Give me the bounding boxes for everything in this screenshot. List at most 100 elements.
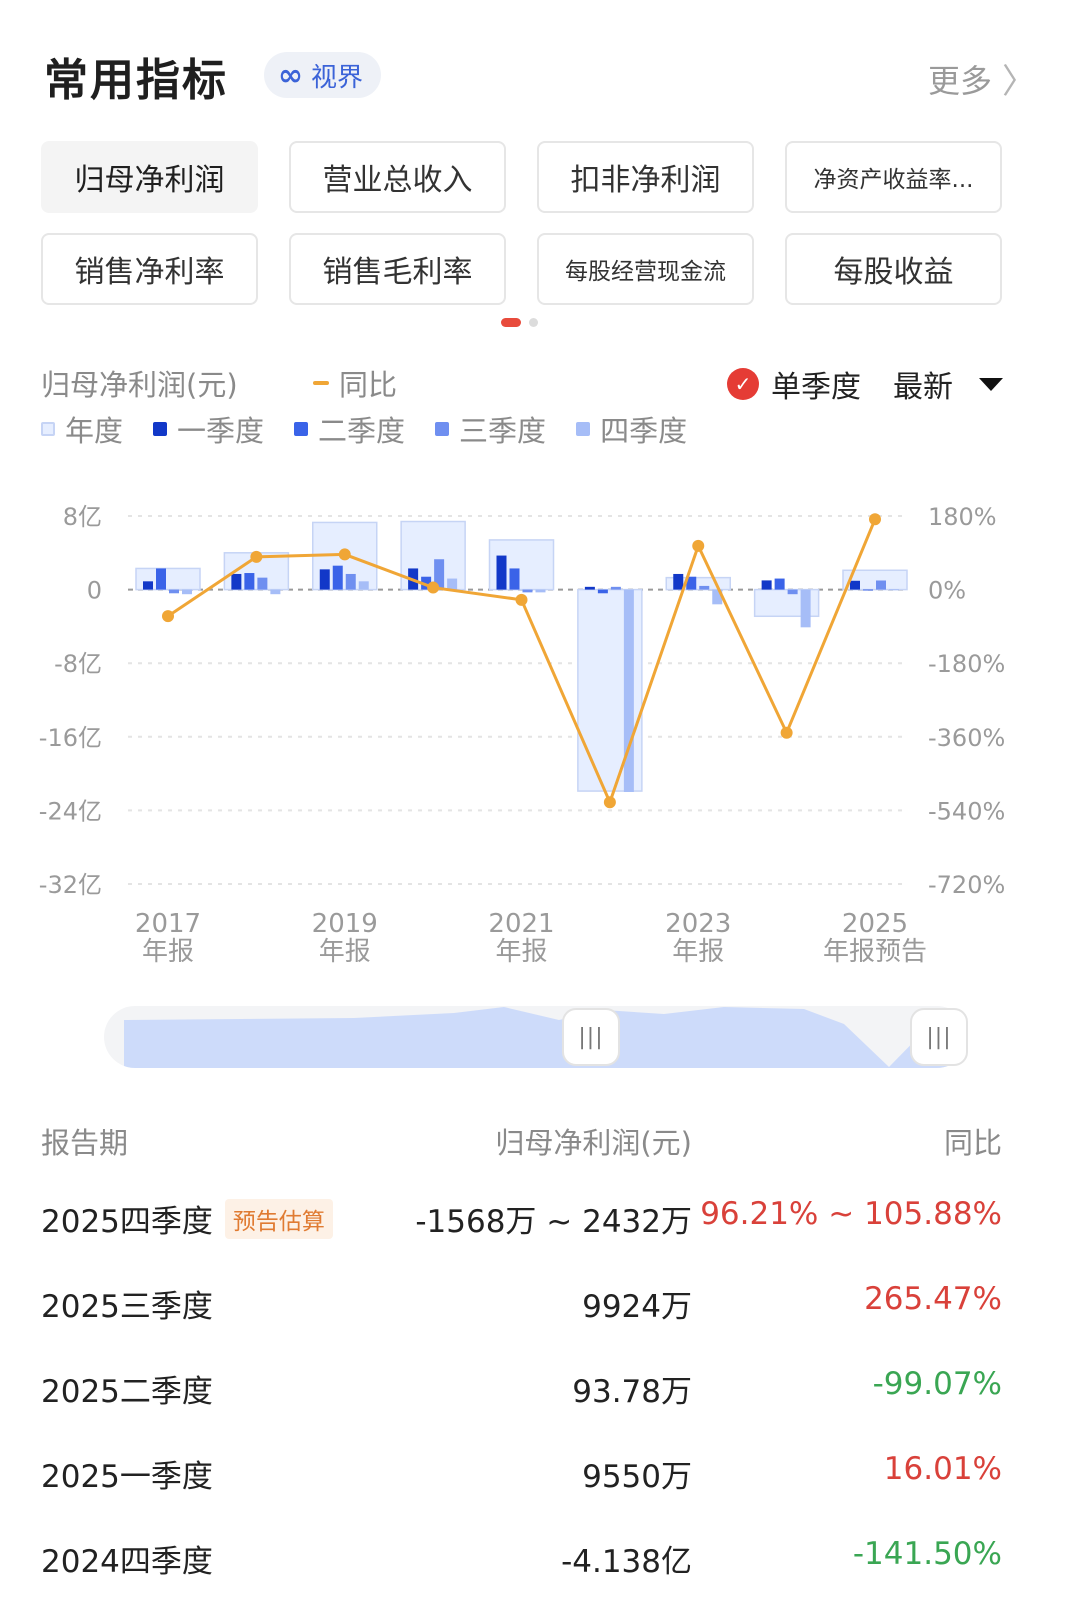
right-axis-tick-label: -720%	[928, 871, 1005, 899]
quarter-bar	[787, 589, 798, 595]
forecast-tag: 预告估算	[224, 1198, 333, 1239]
header-value: 归母净利润(元)	[495, 1126, 692, 1160]
table-row[interactable]: 2025三季度 9924万 265.47%	[41, 1255, 1002, 1340]
net-profit-chart[interactable]: 8亿 180% 0 0% -8亿 -180% -16亿 -360% -24亿 -540% -32亿 -…	[0, 490, 1080, 980]
quarter-bar	[319, 569, 330, 590]
metric-button-gross-margin[interactable]: 销售毛利率	[289, 233, 506, 305]
yoy-point	[692, 539, 705, 552]
quarter-bar	[535, 589, 546, 593]
yoy-point	[869, 513, 881, 526]
legend-swatch	[435, 422, 450, 436]
yoy-point	[603, 796, 616, 809]
metric-button-revenue[interactable]: 营业总收入	[289, 141, 506, 213]
row-yoy: 265.47%	[864, 1281, 1002, 1317]
quarter-bar	[623, 589, 634, 792]
range-slider[interactable]	[104, 1006, 968, 1068]
x-axis-tick-sublabel: 年报	[495, 937, 547, 967]
chart-controls: 归母净利润(元) 同比 ✓ 单季度 最新	[41, 362, 1006, 406]
row-period: 2025四季度 预告估算	[41, 1196, 333, 1241]
report-table: 报告期 归母净利润(元) 同比 2025四季度 预告估算 -1568万 ~ 243…	[41, 1110, 1002, 1595]
quarter-bar	[156, 568, 166, 590]
quarter-bar	[345, 573, 356, 590]
legend-item-q1[interactable]: 一季度	[153, 408, 264, 450]
legend-swatch	[576, 422, 591, 436]
more-link[interactable]: 更多 〉	[928, 54, 1036, 103]
table-row[interactable]: 2024四季度 -4.138亿 -141.50%	[41, 1510, 1002, 1595]
legend-item-q3[interactable]: 三季度	[435, 408, 546, 450]
metric-button-net-profit[interactable]: 归母净利润	[41, 141, 258, 213]
annual-bar	[665, 576, 731, 591]
quarter-bar	[244, 573, 255, 590]
x-axis-tick-label: 2023	[665, 909, 731, 939]
chart-legend: 年度 一季度 二季度 三季度 四季度	[41, 408, 687, 450]
right-axis-tick-label: 0%	[928, 577, 966, 605]
quarter-bar	[699, 585, 710, 590]
left-axis-tick-label: 8亿	[63, 503, 102, 531]
section-header: 常用指标 ∞ 视界 更多 〉	[44, 40, 1036, 110]
view-button[interactable]: ∞ 视界	[264, 52, 382, 98]
quarter-bar	[231, 573, 242, 590]
quarter-bar	[169, 589, 179, 594]
single-quarter-toggle[interactable]: ✓ 单季度	[727, 362, 861, 406]
legend-label: 一季度	[177, 414, 265, 448]
row-period: 2025二季度	[41, 1366, 213, 1411]
table-row[interactable]: 2025二季度 93.78万 -99.07%	[41, 1340, 1002, 1425]
row-value: -1568万 ~ 2432万	[415, 1204, 692, 1240]
row-yoy: 16.01%	[883, 1451, 1002, 1487]
quarter-bar	[421, 576, 432, 590]
period-label: 2025三季度	[41, 1289, 213, 1325]
quarter-bar	[358, 581, 369, 590]
quarter-bar	[143, 581, 153, 590]
page-indicator	[501, 318, 538, 327]
range-slider-handle-start[interactable]: |||	[562, 1008, 620, 1066]
metric-button-ocf-per-share[interactable]: 每股经营现金流	[537, 233, 754, 305]
quarter-bar	[522, 589, 533, 593]
metric-button-eps[interactable]: 每股收益	[785, 233, 1002, 305]
quarter-bar	[584, 586, 595, 590]
legend-swatch	[41, 422, 55, 436]
yoy-point	[338, 548, 351, 561]
single-quarter-label: 单季度	[771, 370, 861, 405]
right-axis-tick-label: 180%	[928, 503, 997, 531]
quarter-bar	[447, 578, 458, 590]
left-axis-tick-label: 0	[87, 577, 102, 605]
page-dot-active	[501, 318, 521, 327]
period-select-value: 最新	[893, 370, 953, 405]
period-label: 2025一季度	[41, 1459, 213, 1495]
yoy-point	[162, 610, 174, 623]
page-dot	[529, 318, 538, 327]
yoy-point	[427, 581, 440, 594]
metric-button-deducted-profit[interactable]: 扣非净利润	[537, 141, 754, 213]
quarter-bar	[876, 580, 886, 590]
legend-item-q2[interactable]: 二季度	[294, 408, 405, 450]
legend-item-annual[interactable]: 年度	[41, 408, 123, 450]
quarter-bar	[270, 589, 281, 595]
range-slider-handle-end[interactable]: |||	[910, 1008, 968, 1066]
legend-item-q4[interactable]: 四季度	[576, 408, 687, 450]
row-value: 9924万	[582, 1289, 692, 1325]
yoy-legend-label: 同比	[339, 368, 398, 402]
legend-swatch	[294, 422, 309, 436]
row-yoy: -99.07%	[872, 1366, 1002, 1402]
legend-label: 二季度	[318, 414, 406, 448]
quarter-bar	[434, 559, 445, 590]
table-row[interactable]: 2025一季度 9550万 16.01%	[41, 1425, 1002, 1510]
legend-label: 年度	[65, 414, 124, 448]
row-period: 2025一季度	[41, 1451, 213, 1496]
row-yoy: 96.21% ~ 105.88%	[700, 1196, 1002, 1232]
x-axis-tick-label: 2017	[135, 909, 201, 939]
yoy-legend-swatch	[313, 381, 329, 385]
quarter-bar	[182, 589, 192, 595]
left-axis-tick-label: -24亿	[39, 797, 102, 825]
left-axis-tick-label: -16亿	[39, 724, 102, 752]
period-select[interactable]: 最新	[893, 362, 1003, 406]
metric-button-roe[interactable]: 净资产收益率...	[785, 141, 1002, 213]
table-row[interactable]: 2025四季度 预告估算 -1568万 ~ 2432万 96.21% ~ 105.…	[41, 1170, 1002, 1255]
yoy-point	[515, 593, 528, 606]
row-period: 2024四季度	[41, 1536, 213, 1581]
caret-down-icon	[979, 377, 1003, 391]
metric-button-net-margin[interactable]: 销售净利率	[41, 233, 258, 305]
quarter-bar	[850, 580, 860, 590]
right-axis-tick-label: -360%	[928, 724, 1005, 752]
quarter-bar	[863, 589, 873, 591]
